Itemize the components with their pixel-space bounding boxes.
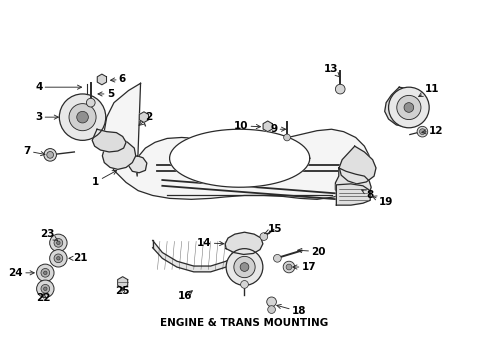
- Text: 12: 12: [421, 126, 443, 136]
- Polygon shape: [263, 121, 272, 132]
- Text: 1: 1: [92, 171, 117, 187]
- Circle shape: [77, 111, 88, 123]
- Polygon shape: [339, 146, 375, 184]
- Circle shape: [225, 249, 263, 285]
- Circle shape: [59, 94, 105, 140]
- Circle shape: [240, 263, 248, 271]
- Text: 5: 5: [98, 89, 114, 99]
- Circle shape: [260, 233, 267, 240]
- Circle shape: [54, 254, 62, 263]
- Text: 17: 17: [292, 262, 316, 272]
- Text: 13: 13: [324, 64, 339, 77]
- Circle shape: [266, 297, 276, 307]
- Text: 9: 9: [270, 124, 285, 134]
- Polygon shape: [92, 129, 126, 152]
- Text: 7: 7: [23, 146, 45, 156]
- Polygon shape: [224, 232, 263, 255]
- Text: 16: 16: [178, 291, 192, 301]
- Circle shape: [396, 95, 420, 120]
- Text: 11: 11: [418, 84, 438, 96]
- Polygon shape: [118, 277, 127, 288]
- Text: ENGINE & TRANS MOUNTING: ENGINE & TRANS MOUNTING: [160, 318, 328, 328]
- Circle shape: [43, 271, 47, 275]
- Circle shape: [41, 269, 50, 277]
- Circle shape: [69, 104, 96, 131]
- Text: 15: 15: [264, 224, 282, 234]
- Text: 2: 2: [139, 112, 152, 125]
- Circle shape: [273, 255, 281, 262]
- Text: 14: 14: [197, 238, 224, 248]
- Circle shape: [41, 284, 50, 293]
- Circle shape: [43, 287, 47, 291]
- Polygon shape: [152, 240, 246, 272]
- Polygon shape: [336, 184, 369, 205]
- Circle shape: [57, 257, 60, 260]
- Polygon shape: [169, 129, 309, 187]
- Polygon shape: [335, 168, 370, 200]
- Polygon shape: [97, 74, 106, 85]
- Text: 4: 4: [35, 82, 81, 92]
- Text: 3: 3: [35, 112, 58, 122]
- Circle shape: [403, 103, 413, 112]
- Circle shape: [50, 249, 67, 267]
- Text: 10: 10: [233, 121, 260, 131]
- Circle shape: [37, 280, 54, 297]
- Polygon shape: [384, 87, 427, 127]
- Circle shape: [240, 280, 248, 288]
- Circle shape: [37, 264, 54, 282]
- Circle shape: [267, 306, 275, 314]
- Circle shape: [285, 264, 291, 270]
- Text: 20: 20: [297, 247, 325, 257]
- Circle shape: [416, 126, 427, 137]
- Text: 22: 22: [37, 293, 51, 303]
- Circle shape: [86, 98, 95, 107]
- Circle shape: [419, 129, 425, 135]
- Polygon shape: [346, 151, 366, 170]
- Text: 18: 18: [276, 305, 306, 316]
- Polygon shape: [102, 132, 136, 169]
- Circle shape: [44, 149, 56, 161]
- Text: 24: 24: [8, 268, 34, 278]
- Circle shape: [388, 87, 428, 128]
- Text: 21: 21: [69, 253, 87, 263]
- Text: 25: 25: [115, 286, 130, 296]
- Circle shape: [54, 238, 62, 247]
- Circle shape: [47, 152, 53, 158]
- Circle shape: [233, 256, 255, 278]
- Circle shape: [50, 234, 67, 252]
- Text: 23: 23: [40, 229, 58, 240]
- Polygon shape: [139, 112, 148, 122]
- Circle shape: [57, 241, 60, 244]
- Text: 8: 8: [361, 189, 373, 199]
- Circle shape: [283, 134, 290, 141]
- Circle shape: [283, 261, 294, 273]
- Polygon shape: [128, 156, 146, 173]
- Polygon shape: [103, 83, 369, 199]
- Circle shape: [335, 84, 345, 94]
- Text: 6: 6: [110, 75, 126, 85]
- Text: 19: 19: [372, 196, 392, 207]
